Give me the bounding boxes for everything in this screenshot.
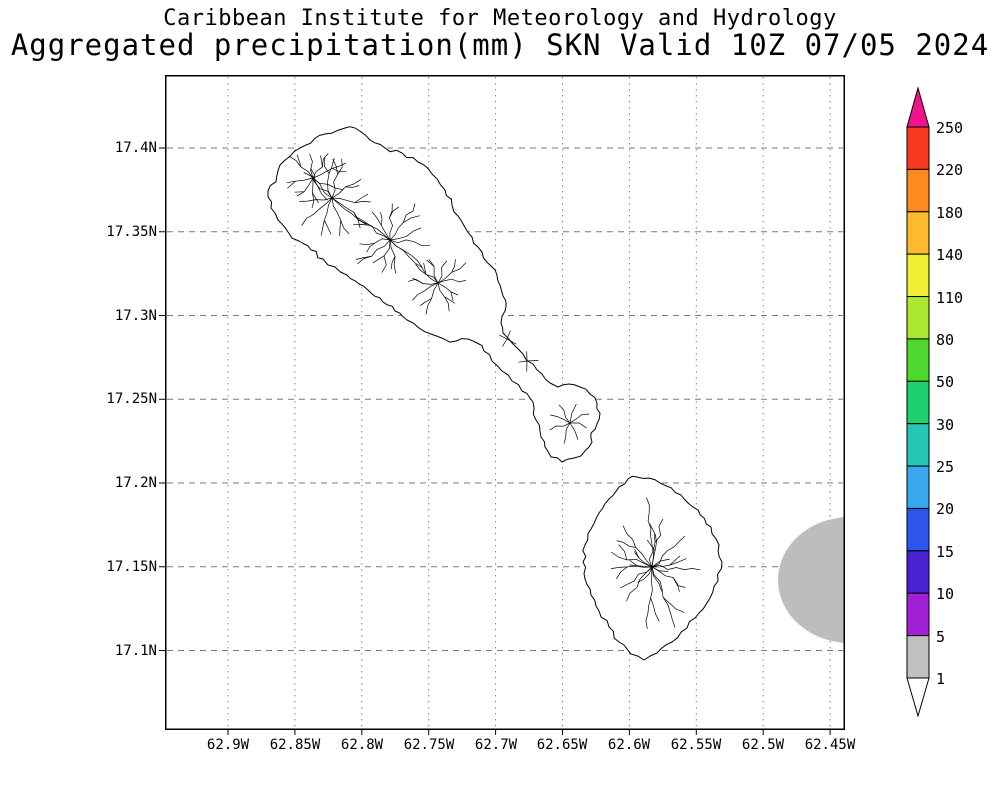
drainage-network-nevis bbox=[610, 497, 701, 629]
colorbar-segment bbox=[906, 168, 930, 213]
colorbar-segment bbox=[906, 423, 930, 467]
colorbar-segment bbox=[906, 465, 930, 509]
colorbar-arrow-top bbox=[906, 86, 930, 128]
colorbar-label: 25 bbox=[936, 458, 955, 476]
lon-tick-label: 62.45W bbox=[804, 737, 856, 753]
lon-tick-label: 62.9W bbox=[206, 737, 250, 753]
figure-title-line2: Aggregated precipitation(mm) SKN Valid 1… bbox=[10, 28, 990, 62]
colorbar-segment bbox=[906, 550, 930, 594]
lon-tick-label: 62.7W bbox=[474, 737, 518, 753]
colorbar-segment bbox=[906, 380, 930, 425]
map-plot-area bbox=[159, 75, 845, 735]
lon-tick-label: 62.85W bbox=[269, 737, 321, 753]
colorbar-label: 30 bbox=[936, 416, 955, 434]
colorbar-segment bbox=[906, 592, 930, 637]
colorbar-segment bbox=[906, 253, 930, 298]
colorbar-segment bbox=[906, 211, 930, 255]
colorbar-label: 15 bbox=[936, 543, 955, 561]
colorbar-label: 180 bbox=[936, 204, 964, 222]
lat-tick-label: 17.25N bbox=[106, 391, 157, 407]
lon-tick-label: 62.55W bbox=[670, 737, 722, 753]
lat-tick-label: 17.3N bbox=[114, 308, 157, 324]
lat-tick-label: 17.35N bbox=[106, 224, 157, 240]
lon-tick-label: 62.5W bbox=[741, 737, 785, 753]
colorbar-segment bbox=[906, 507, 930, 552]
colorbar-label: 220 bbox=[936, 161, 964, 179]
colorbar-label: 110 bbox=[936, 289, 964, 307]
colorbar-label: 80 bbox=[936, 331, 955, 349]
map-frame-border bbox=[165, 75, 845, 730]
colorbar-label: 20 bbox=[936, 500, 955, 518]
figure-title-line1: Caribbean Institute for Meteorology and … bbox=[163, 6, 837, 31]
lon-tick-label: 62.6W bbox=[607, 737, 651, 753]
colorbar-label: 140 bbox=[936, 246, 964, 264]
axis-tick-marks bbox=[159, 147, 831, 735]
offshore-precip-shade bbox=[778, 517, 844, 643]
lat-tick-label: 17.2N bbox=[114, 475, 157, 491]
lat-tick-label: 17.1N bbox=[114, 643, 157, 659]
colorbar-scale bbox=[906, 86, 930, 718]
st-kitts-island bbox=[267, 126, 601, 463]
lat-tick-label: 17.15N bbox=[106, 559, 157, 575]
colorbar-segment bbox=[906, 126, 930, 170]
colorbar-segment bbox=[906, 296, 930, 340]
colorbar-segment bbox=[906, 635, 930, 679]
colorbar bbox=[906, 86, 930, 718]
drainage-network-st-kitts bbox=[286, 153, 590, 444]
colorbar-label: 1 bbox=[936, 670, 946, 688]
colorbar-label: 250 bbox=[936, 119, 964, 137]
lon-tick-label: 62.75W bbox=[403, 737, 455, 753]
colorbar-arrow-bottom bbox=[906, 677, 930, 718]
lon-tick-label: 62.65W bbox=[536, 737, 588, 753]
colorbar-label: 5 bbox=[936, 628, 946, 646]
lat-tick-label: 17.4N bbox=[114, 140, 157, 156]
grid-lines bbox=[167, 77, 843, 728]
colorbar-label: 10 bbox=[936, 585, 955, 603]
colorbar-label: 50 bbox=[936, 373, 955, 391]
lon-tick-label: 62.8W bbox=[340, 737, 384, 753]
colorbar-segment bbox=[906, 338, 930, 382]
